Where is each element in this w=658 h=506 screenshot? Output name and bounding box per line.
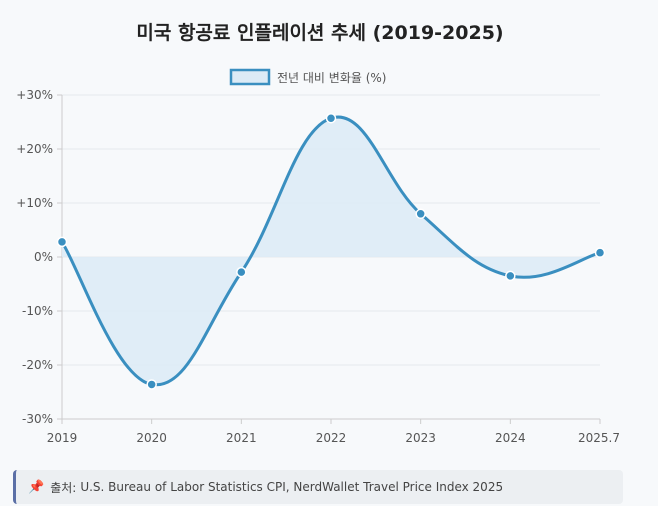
x-tick-label: 2024 <box>495 431 526 445</box>
x-tick-label: 2022 <box>316 431 347 445</box>
data-point[interactable] <box>594 247 606 258</box>
legend[interactable]: 전년 대비 변화율 (%) <box>229 68 387 86</box>
pushpin-icon: 📌 <box>28 479 45 495</box>
y-tick-label: +10% <box>16 196 53 210</box>
data-point[interactable] <box>505 270 516 282</box>
y-tick-label: +20% <box>16 142 53 156</box>
source-label: 출처: <box>50 480 77 495</box>
data-point[interactable] <box>56 236 68 248</box>
x-axis: 2019 2020 2021 2022 2023 2024 2025.7 <box>47 418 620 445</box>
source-text: U.S. Bureau of Labor Statistics CPI, Ner… <box>80 480 504 494</box>
area-fill <box>62 117 600 385</box>
y-tick-label: -30% <box>22 412 53 426</box>
data-point[interactable] <box>236 266 247 278</box>
data-point[interactable] <box>146 379 157 390</box>
legend-label: 전년 대비 변화율 (%) <box>277 71 387 85</box>
y-tick-label: -20% <box>22 358 53 372</box>
x-tick-label: 2025.7 <box>578 431 620 445</box>
y-tick-label: -10% <box>22 304 53 318</box>
data-points <box>56 112 606 390</box>
source-note: 📌 출처: U.S. Bureau of Labor Statistics CP… <box>13 470 623 504</box>
y-tick-label: +30% <box>16 88 53 102</box>
chart-title: 미국 항공료 인플레이션 추세 (2019-2025) <box>136 22 504 44</box>
x-tick-label: 2020 <box>136 431 167 445</box>
x-tick-label: 2023 <box>405 431 436 445</box>
x-tick-label: 2021 <box>226 431 257 445</box>
data-point[interactable] <box>325 112 337 124</box>
y-tick-label: 0% <box>34 250 53 264</box>
chart-area: 전년 대비 변화율 (%) +30% +20% +10% 0% -10% -20% -30%… <box>16 68 620 445</box>
data-point[interactable] <box>415 208 426 220</box>
y-axis: +30% +20% +10% 0% -10% -20% -30% <box>16 88 63 426</box>
x-tick-label: 2019 <box>47 431 78 445</box>
legend-swatch <box>229 68 271 86</box>
